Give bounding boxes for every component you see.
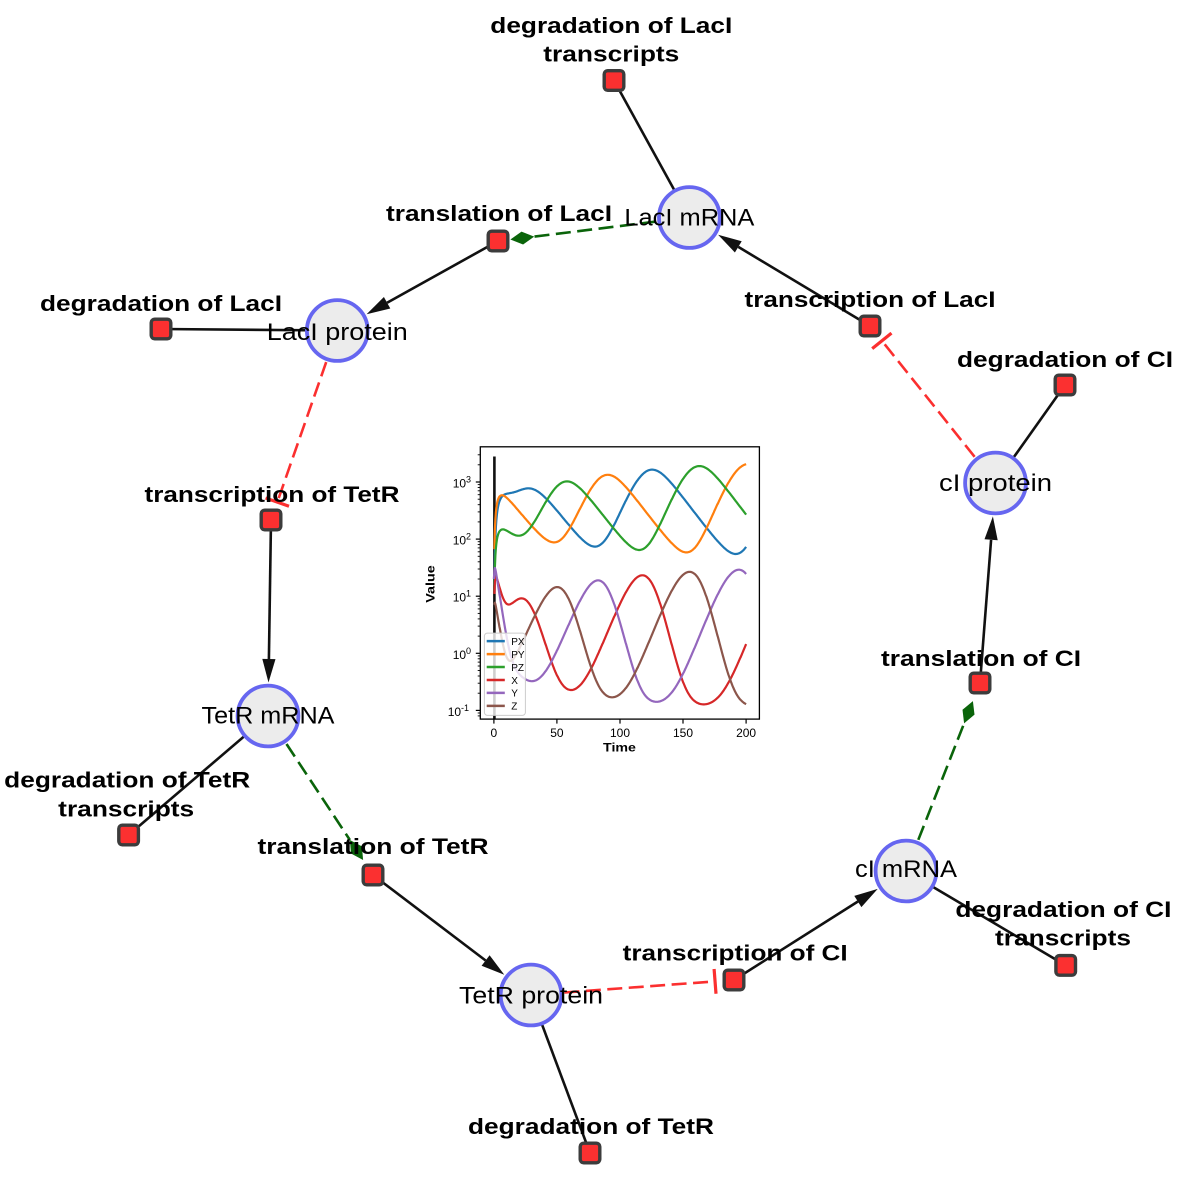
svg-text:translation of CI: translation of CI — [881, 646, 1081, 671]
svg-text:degradation of CI: degradation of CI — [957, 347, 1173, 372]
svg-text:transcripts: transcripts — [995, 926, 1131, 951]
svg-text:cI protein: cI protein — [939, 470, 1052, 497]
svg-text:TetR mRNA: TetR mRNA — [202, 703, 335, 730]
svg-text:degradation of LacI: degradation of LacI — [490, 13, 732, 38]
svg-text:X: X — [511, 676, 518, 687]
svg-text:transcription of LacI: transcription of LacI — [745, 287, 996, 312]
svg-text:200: 200 — [736, 726, 756, 740]
svg-text:0: 0 — [491, 726, 498, 740]
svg-text:PY: PY — [511, 650, 525, 661]
svg-text:translation of LacI: translation of LacI — [386, 201, 612, 226]
svg-text:degradation of LacI: degradation of LacI — [40, 291, 282, 316]
svg-text:100: 100 — [610, 726, 630, 740]
svg-text:Y: Y — [511, 689, 518, 700]
svg-text:cI mRNA: cI mRNA — [855, 856, 957, 883]
svg-text:PZ: PZ — [511, 663, 524, 674]
svg-text:LacI protein: LacI protein — [267, 319, 408, 346]
svg-text:transcription of TetR: transcription of TetR — [145, 482, 400, 507]
svg-text:degradation of TetR: degradation of TetR — [468, 1114, 714, 1139]
svg-text:50: 50 — [550, 726, 564, 740]
svg-text:translation of TetR: translation of TetR — [258, 834, 489, 859]
svg-text:degradation of TetR: degradation of TetR — [4, 768, 250, 793]
svg-text:150: 150 — [673, 726, 693, 740]
svg-text:Value: Value — [424, 565, 438, 603]
svg-text:Z: Z — [511, 702, 517, 713]
svg-text:PX: PX — [511, 637, 525, 648]
svg-text:degradation of CI: degradation of CI — [955, 897, 1171, 922]
svg-text:transcripts: transcripts — [58, 796, 194, 821]
svg-text:transcription of CI: transcription of CI — [623, 941, 848, 966]
svg-text:LacI mRNA: LacI mRNA — [624, 204, 754, 231]
svg-text:transcripts: transcripts — [543, 41, 679, 66]
svg-text:Time: Time — [603, 741, 636, 755]
svg-text:TetR protein: TetR protein — [459, 983, 603, 1010]
